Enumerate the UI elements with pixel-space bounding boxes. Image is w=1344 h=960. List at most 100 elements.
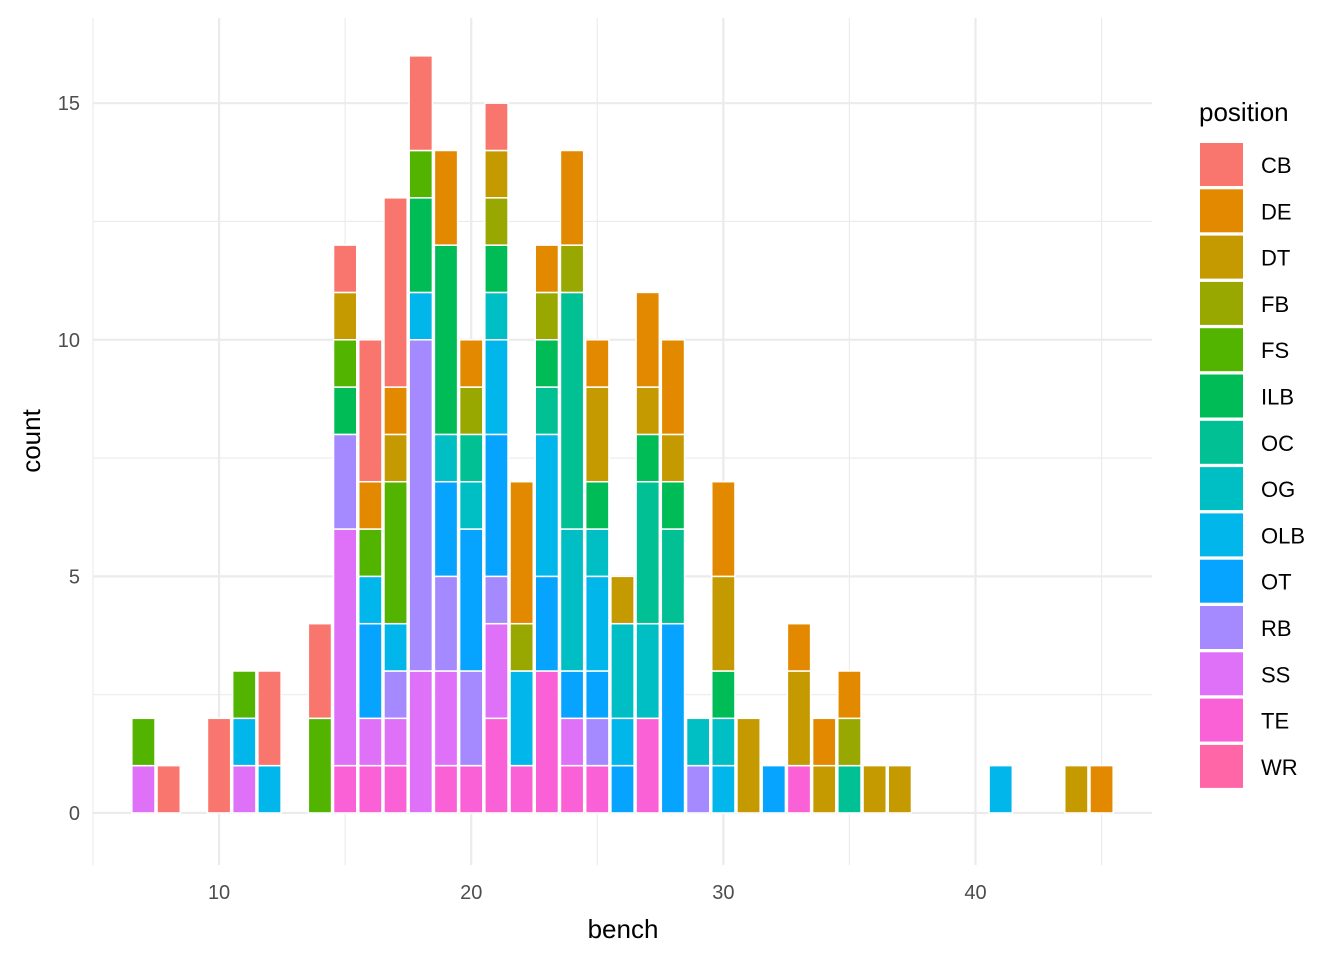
bar-segment-og — [559, 528, 585, 672]
legend-label-ot: OT — [1261, 570, 1292, 595]
legend-label-de: DE — [1261, 199, 1292, 224]
legend-label-cb: CB — [1261, 153, 1292, 178]
bar-segment-dt — [786, 670, 812, 767]
bar-segment-olb — [610, 717, 635, 767]
y-tick-label: 10 — [58, 330, 80, 352]
bar-segment-fb — [509, 622, 534, 672]
bar-segment-de — [786, 622, 812, 672]
y-tick-label: 5 — [69, 566, 80, 588]
bar-segment-ot — [484, 433, 509, 578]
bar-segment-de — [837, 670, 862, 720]
bar-segment-rb — [408, 339, 434, 672]
bar-segment-te — [332, 764, 358, 814]
bar-segment-fb — [534, 291, 560, 341]
legend-key-te — [1200, 698, 1243, 742]
bar-segment-te — [509, 764, 534, 814]
legend-key-fs — [1200, 328, 1243, 372]
legend-label-og: OG — [1261, 477, 1295, 502]
legend-title: position — [1199, 97, 1289, 127]
bar-segment-de — [711, 480, 736, 578]
bar-segment-de — [660, 339, 686, 436]
bar-segment-fs — [383, 480, 408, 625]
bar-segment-dt — [484, 149, 509, 199]
bar-segment-rb — [433, 575, 459, 672]
bar-segment-te — [383, 764, 408, 814]
bar-segment-olb — [358, 575, 383, 625]
bar-segment-ot — [559, 670, 585, 720]
bar-segment-og — [711, 717, 736, 767]
bar-segment-ss — [433, 670, 459, 767]
bar-segment-ilb — [660, 480, 686, 530]
bar-segment-oc — [534, 386, 560, 436]
bar-segment-ot — [610, 764, 635, 814]
legend-label-rb: RB — [1261, 616, 1292, 641]
bar-segment-og — [458, 480, 484, 530]
bar-segment-olb — [534, 433, 560, 578]
x-tick-label: 40 — [964, 882, 986, 904]
legend-label-olb: OLB — [1261, 523, 1305, 548]
bar-segment-rb — [484, 575, 509, 625]
legend-label-dt: DT — [1261, 246, 1290, 271]
bar-segment-te — [559, 764, 585, 814]
bar-segment-te — [534, 670, 560, 814]
bar-segment-cb — [358, 339, 383, 483]
x-axis-tick-labels: 10 20 30 40 — [208, 882, 987, 904]
bar-segment-ss — [484, 622, 509, 720]
y-tick-label: 15 — [58, 93, 80, 115]
bar-segment-rb — [458, 670, 484, 767]
bar-segment-fs — [332, 339, 358, 388]
bar-segment-olb — [231, 717, 257, 767]
bar-segment-rb — [685, 764, 711, 814]
bar-segment-ss — [231, 764, 257, 814]
legend-label-ss: SS — [1261, 662, 1290, 687]
bar-segment-dt — [332, 291, 358, 341]
bar-segment-olb — [383, 622, 408, 672]
bar-segment-cb — [332, 244, 358, 294]
legend-key-olb — [1200, 513, 1243, 557]
bar-segment-olb — [584, 575, 610, 672]
legend-label-te: TE — [1261, 709, 1289, 734]
legend-key-wr — [1200, 744, 1243, 788]
bar-segment-oc — [635, 480, 661, 625]
bar-segment-de — [635, 291, 661, 388]
bar-segment-ilb — [584, 480, 610, 530]
bar-segment-og — [685, 717, 711, 767]
bar-segment-te — [458, 764, 484, 814]
bar-segment-ss — [383, 717, 408, 767]
bar-segment-ot — [534, 575, 560, 672]
bar-segment-oc — [660, 528, 686, 625]
bar-segment-fb — [484, 197, 509, 246]
bar-segment-dt — [660, 433, 686, 483]
bar-segment-de — [584, 339, 610, 388]
legend-label-fs: FS — [1261, 338, 1289, 363]
bar-segment-cb — [206, 717, 232, 814]
bar-segment-olb — [711, 764, 736, 814]
bars-layer — [131, 55, 1114, 814]
bar-segment-fb — [458, 386, 484, 436]
bar-segment-fs — [358, 528, 383, 578]
bar-segment-de — [509, 480, 534, 625]
bar-segment-de — [433, 149, 459, 246]
bar-segment-dt — [635, 386, 661, 436]
bar-segment-de — [458, 339, 484, 388]
legend-label-fb: FB — [1261, 292, 1289, 317]
bar-segment-dt — [811, 764, 837, 814]
bar-segment-cb — [307, 622, 333, 720]
bar-segment-te — [635, 717, 661, 814]
legend-key-de — [1200, 189, 1243, 233]
bar-segment-cb — [257, 670, 282, 767]
bar-segment-ot — [660, 622, 686, 814]
legend-key-ot — [1200, 559, 1243, 603]
bar-segment-ilb — [332, 386, 358, 436]
bar-segment-rb — [332, 433, 358, 530]
bar-segment-te — [358, 764, 383, 814]
bar-segment-te — [433, 764, 459, 814]
legend-key-rb — [1200, 606, 1243, 649]
bar-segment-rb — [584, 717, 610, 767]
bar-segment-oc — [559, 291, 585, 530]
bar-segment-te — [786, 764, 812, 814]
bar-segment-ilb — [433, 244, 459, 436]
bar-segment-de — [358, 480, 383, 530]
bar-segment-cb — [156, 764, 182, 814]
